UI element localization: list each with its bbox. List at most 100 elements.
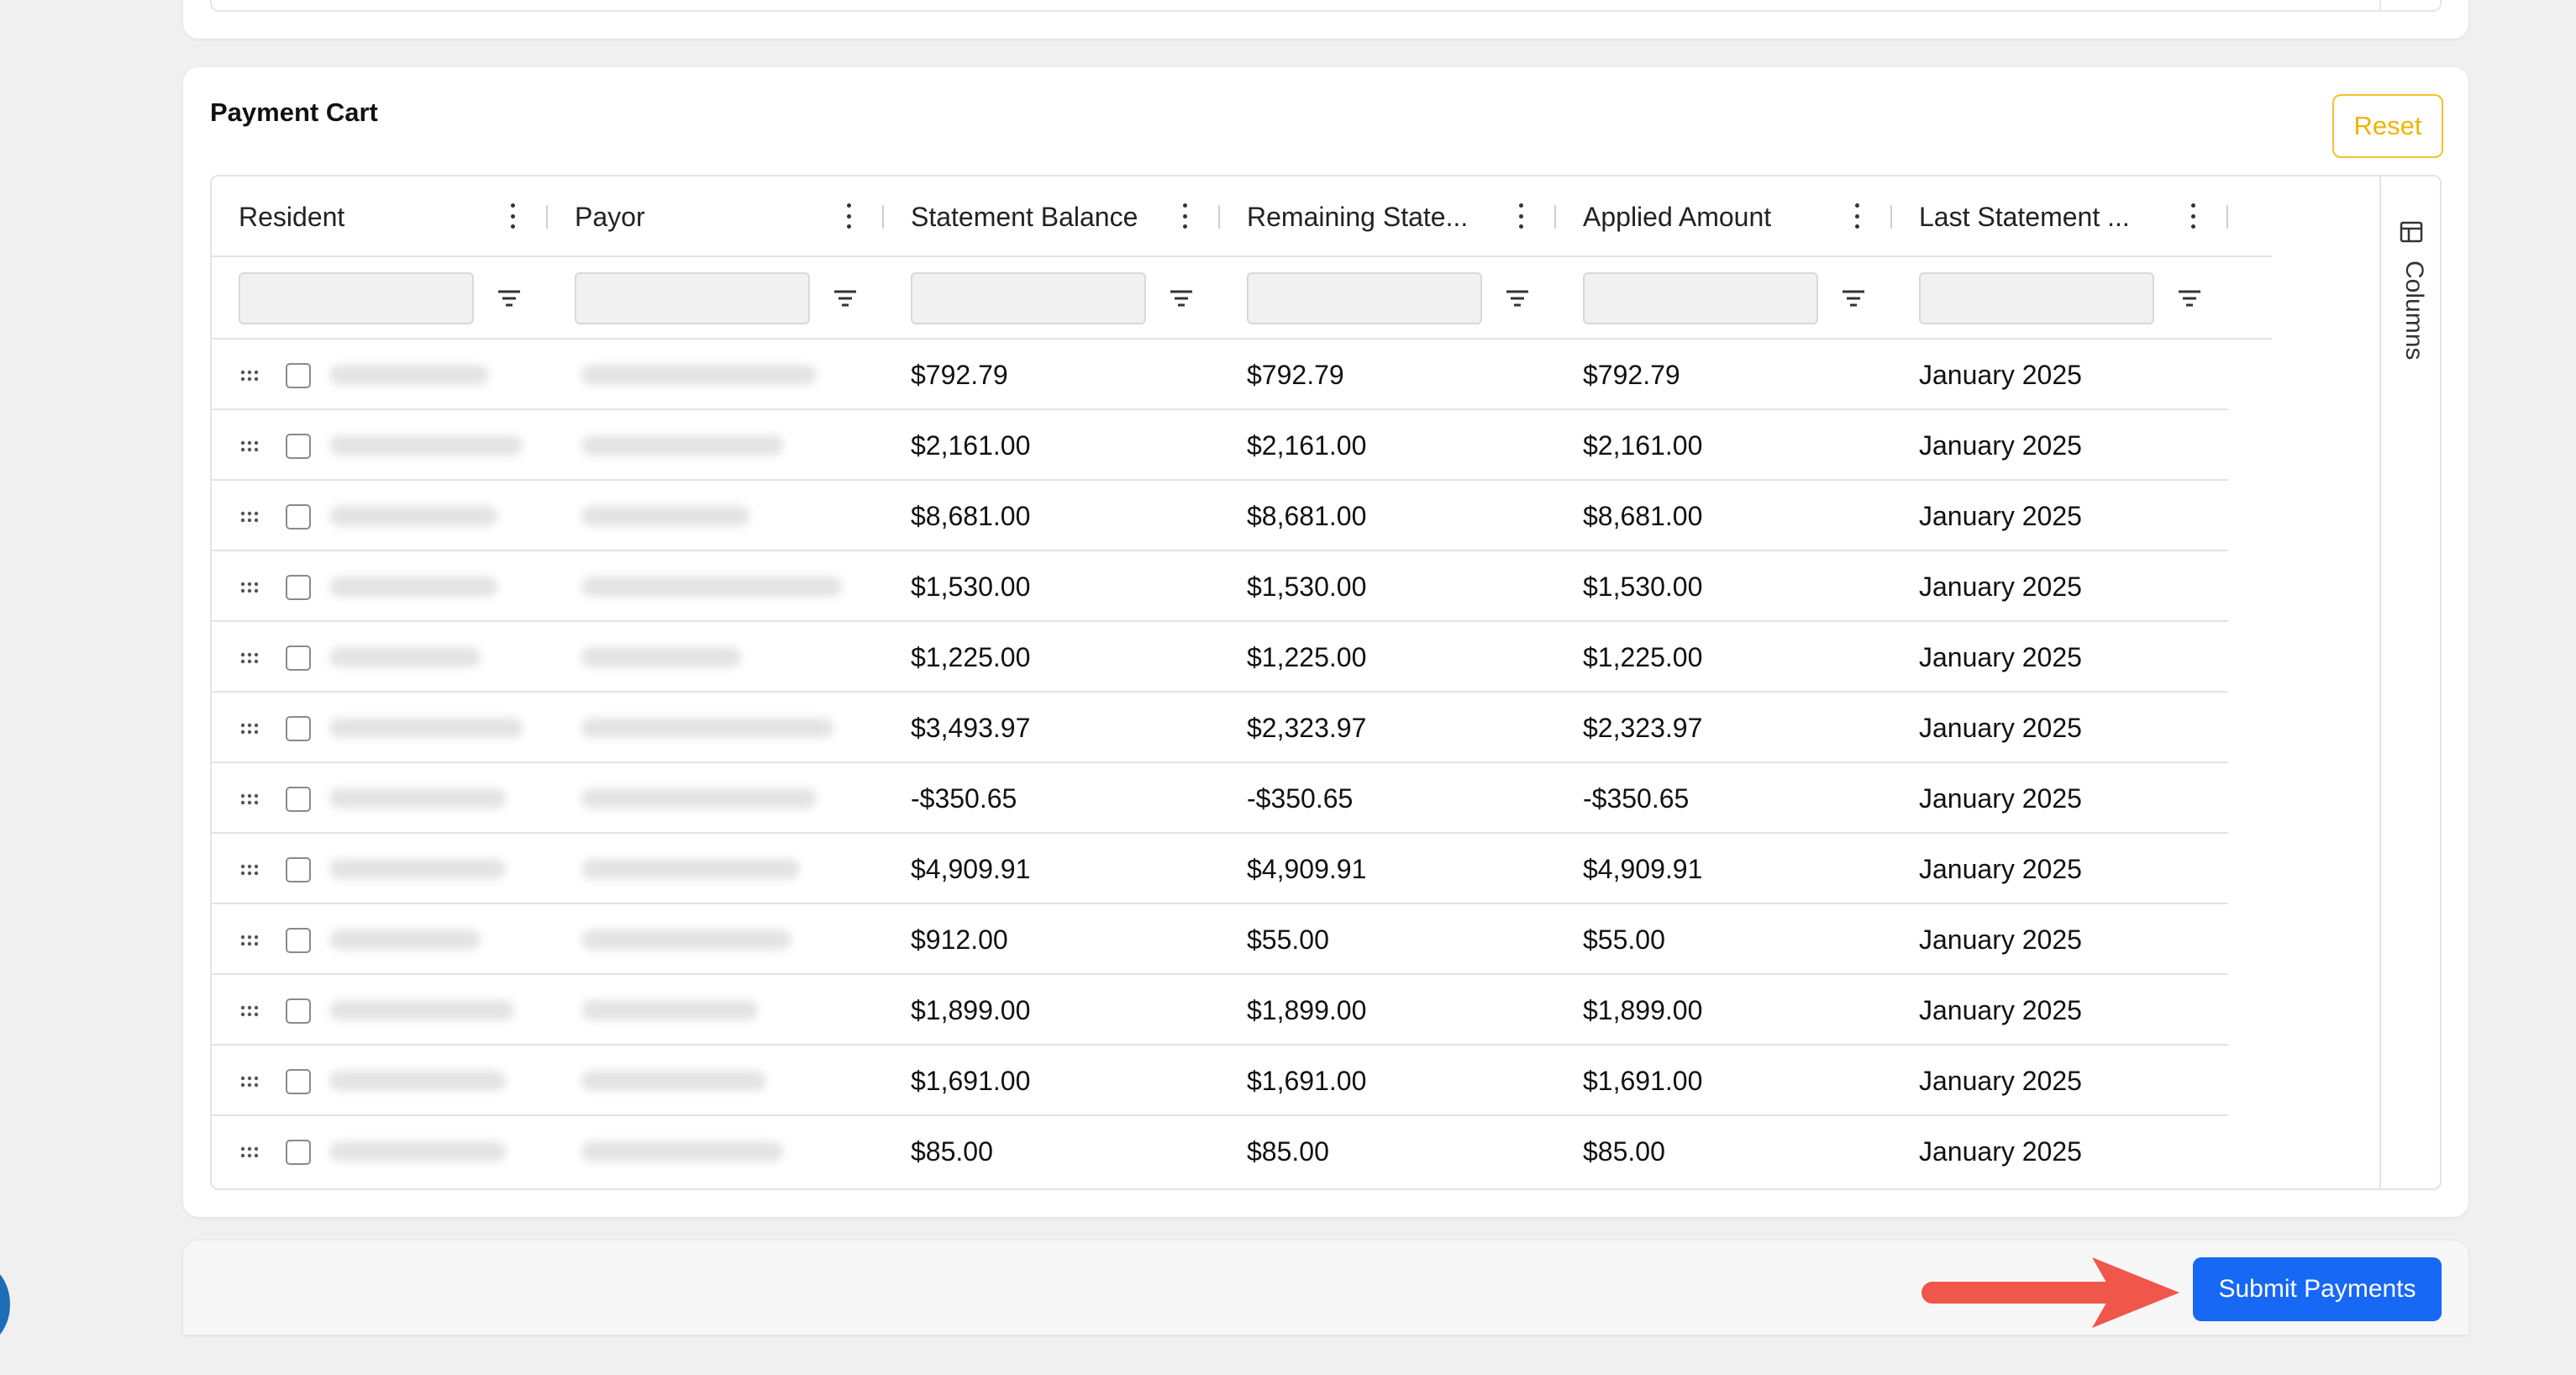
filter-input[interactable] <box>575 272 810 324</box>
applied-amount-cell[interactable]: $792.79 <box>1583 360 1680 390</box>
row-checkbox[interactable] <box>286 857 311 882</box>
applied-amount-cell[interactable]: $1,691.00 <box>1583 1066 1703 1096</box>
table-row[interactable]: $792.79 $792.79 $792.79 January 2025 <box>212 340 2228 410</box>
column-resize-handle[interactable] <box>1890 205 1892 229</box>
applied-amount-cell[interactable]: $8,681.00 <box>1583 501 1703 531</box>
filter-icon[interactable] <box>833 289 857 312</box>
drag-handle-icon[interactable] <box>240 723 262 739</box>
row-checkbox[interactable] <box>286 928 311 953</box>
vertical-dots-icon[interactable] <box>844 203 854 229</box>
reset-button[interactable]: Reset <box>2332 94 2443 158</box>
drag-handle-icon[interactable] <box>240 370 262 386</box>
drag-handle-icon[interactable] <box>240 511 262 527</box>
row-checkbox[interactable] <box>286 998 311 1024</box>
filter-icon[interactable] <box>1170 289 1193 312</box>
drag-handle-icon[interactable] <box>240 864 262 880</box>
table-row[interactable]: $2,161.00 $2,161.00 $2,161.00 January 2025 <box>212 410 2228 481</box>
applied-amount-cell[interactable]: $4,909.91 <box>1583 854 1703 884</box>
resident-name-redacted <box>329 577 497 597</box>
column-resize-handle[interactable] <box>546 205 548 229</box>
drag-handle-icon[interactable] <box>240 652 262 668</box>
vertical-dots-icon[interactable] <box>1852 203 1862 229</box>
applied-amount-cell[interactable]: $55.00 <box>1583 925 1665 955</box>
table-row[interactable]: $1,530.00 $1,530.00 $1,530.00 January 2025 <box>212 551 2228 622</box>
payor-name-redacted <box>581 435 783 456</box>
vertical-dots-icon[interactable] <box>1516 203 1526 229</box>
last-statement-cell: January 2025 <box>1919 925 2082 955</box>
column-resize-handle[interactable] <box>2226 205 2228 229</box>
column-resize-handle[interactable] <box>1554 205 1556 229</box>
table-row[interactable]: $4,909.91 $4,909.91 $4,909.91 January 2025 <box>212 834 2228 904</box>
filter-icon[interactable] <box>1842 289 1865 312</box>
applied-amount-cell[interactable]: $1,530.00 <box>1583 572 1703 602</box>
applied-amount-cell[interactable]: -$350.65 <box>1583 783 1690 814</box>
table-row[interactable]: $1,899.00 $1,899.00 $1,899.00 January 2025 <box>212 975 2228 1046</box>
columns-side-panel[interactable]: Columns <box>2379 176 2440 1188</box>
row-checkbox[interactable] <box>286 434 311 459</box>
vertical-dots-icon[interactable] <box>1180 203 1190 229</box>
table-row[interactable]: $1,225.00 $1,225.00 $1,225.00 January 2025 <box>212 622 2228 693</box>
row-checkbox[interactable] <box>286 787 311 812</box>
submit-payments-button[interactable]: Submit Payments <box>2193 1257 2442 1321</box>
payor-name-redacted <box>581 577 842 597</box>
drag-handle-icon[interactable] <box>240 582 262 598</box>
filter-input[interactable] <box>1247 272 1482 324</box>
column-header[interactable]: Remaining State... <box>1220 176 1556 257</box>
filter-icon[interactable] <box>497 289 521 312</box>
drag-handle-icon[interactable] <box>240 1146 262 1162</box>
drag-handle-icon[interactable] <box>240 1076 262 1092</box>
table-row[interactable]: $1,691.00 $1,691.00 $1,691.00 January 2025 <box>212 1046 2228 1116</box>
last-statement-cell: January 2025 <box>1919 642 2082 672</box>
row-checkbox[interactable] <box>286 1140 311 1165</box>
drag-handle-icon[interactable] <box>240 935 262 951</box>
statement-balance-cell: $3,493.97 <box>911 713 1031 743</box>
statement-balance-cell: -$350.65 <box>911 783 1017 814</box>
row-checkbox[interactable] <box>286 716 311 741</box>
resident-name-redacted <box>329 788 506 809</box>
column-header[interactable]: Applied Amount <box>1556 176 1892 257</box>
applied-amount-cell[interactable]: $2,161.00 <box>1583 430 1703 461</box>
row-checkbox[interactable] <box>286 504 311 529</box>
applied-amount-cell[interactable]: $2,323.97 <box>1583 713 1703 743</box>
row-checkbox[interactable] <box>286 645 311 671</box>
payor-name-redacted <box>581 788 817 809</box>
statement-balance-cell: $4,909.91 <box>911 854 1031 884</box>
drag-handle-icon[interactable] <box>240 793 262 809</box>
table-row[interactable]: $85.00 $85.00 $85.00 January 2025 <box>212 1116 2228 1187</box>
vertical-dots-icon[interactable] <box>507 203 518 229</box>
table-row[interactable]: -$350.65 -$350.65 -$350.65 January 2025 <box>212 763 2228 834</box>
column-header[interactable]: Payor <box>548 176 884 257</box>
drag-handle-icon[interactable] <box>240 1005 262 1021</box>
row-checkbox[interactable] <box>286 363 311 388</box>
column-header[interactable]: Last Statement ... <box>1892 176 2228 257</box>
vertical-dots-icon[interactable] <box>2188 203 2198 229</box>
column-header-label: Remaining State... <box>1247 202 1469 232</box>
applied-amount-cell[interactable]: $1,225.00 <box>1583 642 1703 672</box>
last-statement-cell: January 2025 <box>1919 995 2082 1025</box>
column-resize-handle[interactable] <box>882 205 884 229</box>
help-widget-edge[interactable] <box>0 1264 10 1345</box>
filter-icon[interactable] <box>1506 289 1529 312</box>
resident-name-redacted <box>329 718 523 738</box>
column-header[interactable]: Resident <box>212 176 548 257</box>
row-checkbox[interactable] <box>286 1069 311 1094</box>
remaining-statement-cell: $4,909.91 <box>1247 854 1367 884</box>
filter-icon[interactable] <box>2178 289 2201 312</box>
column-header[interactable]: Statement Balance <box>884 176 1220 257</box>
table-row[interactable]: $912.00 $55.00 $55.00 January 2025 <box>212 904 2228 975</box>
row-checkbox[interactable] <box>286 575 311 600</box>
resident-name-redacted <box>329 930 481 950</box>
filter-input[interactable] <box>911 272 1146 324</box>
drag-handle-icon[interactable] <box>240 440 262 456</box>
applied-amount-cell[interactable]: $1,899.00 <box>1583 995 1703 1025</box>
filter-input[interactable] <box>1919 272 2154 324</box>
filter-input[interactable] <box>1583 272 1818 324</box>
column-resize-handle[interactable] <box>1218 205 1220 229</box>
filter-input[interactable] <box>239 272 474 324</box>
previous-section-card <box>183 0 2468 39</box>
table-row[interactable]: $3,493.97 $2,323.97 $2,323.97 January 2025 <box>212 693 2228 763</box>
applied-amount-cell[interactable]: $85.00 <box>1583 1136 1665 1167</box>
remaining-statement-cell: $85.00 <box>1247 1136 1329 1167</box>
statement-balance-cell: $85.00 <box>911 1136 993 1167</box>
table-row[interactable]: $8,681.00 $8,681.00 $8,681.00 January 2025 <box>212 481 2228 551</box>
